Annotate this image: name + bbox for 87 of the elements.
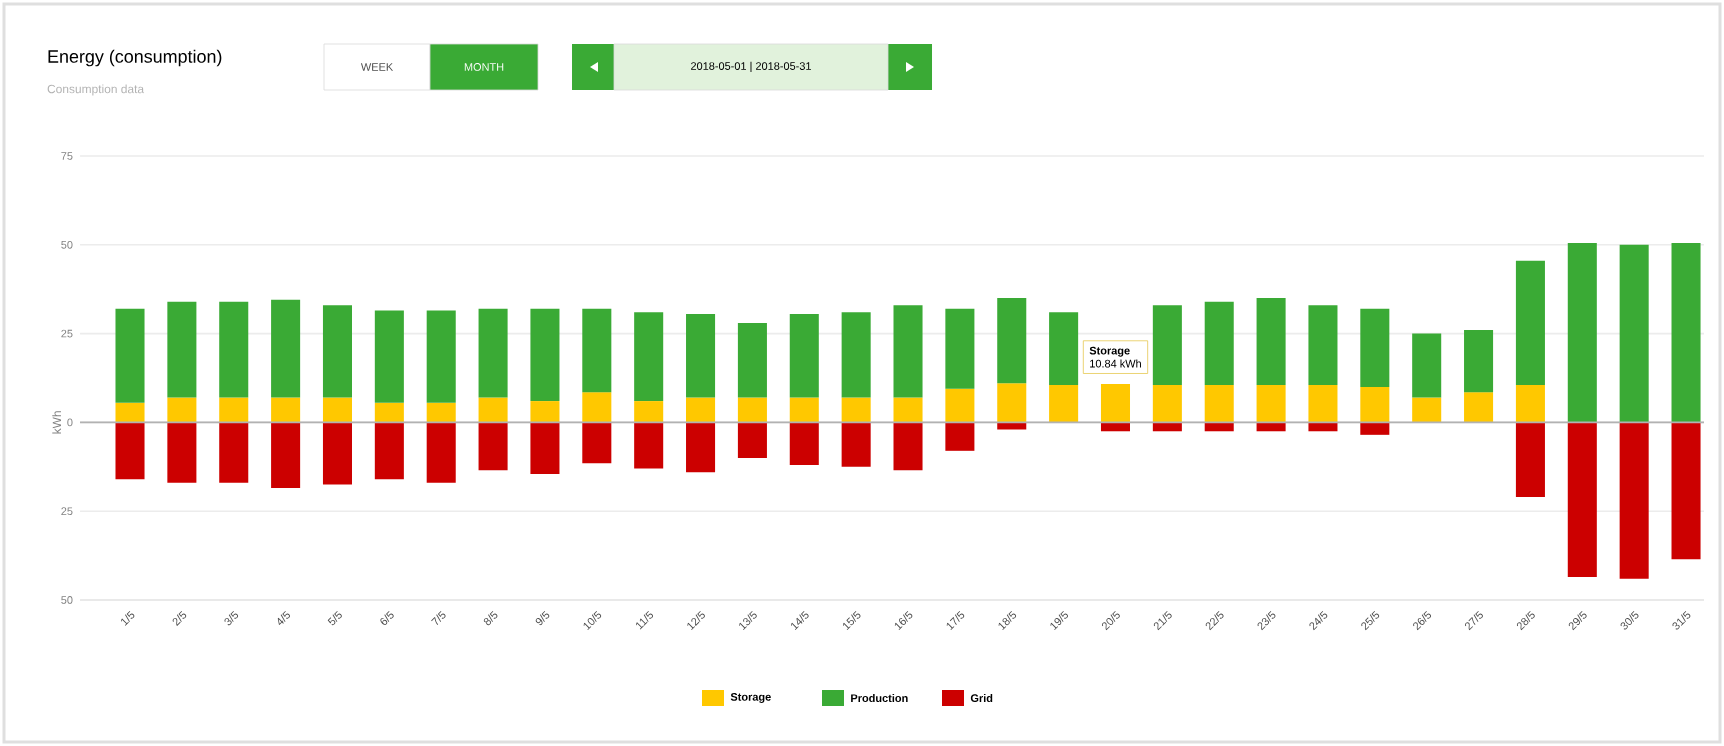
bar — [1360, 308, 1390, 387]
bar — [374, 422, 404, 480]
bar — [115, 402, 145, 423]
bar — [1412, 397, 1442, 423]
bar — [789, 314, 819, 398]
bar — [737, 322, 767, 398]
bar — [634, 312, 664, 402]
bar — [1671, 243, 1701, 423]
bar — [530, 422, 560, 474]
bar — [1412, 333, 1442, 398]
bar — [686, 314, 716, 398]
bar — [1464, 330, 1494, 393]
bar — [945, 422, 975, 451]
bar — [1256, 298, 1286, 386]
bar — [1464, 392, 1494, 423]
bar — [1515, 422, 1545, 497]
bar — [789, 422, 819, 466]
bar — [1100, 383, 1131, 423]
bar — [841, 397, 871, 423]
bar — [582, 308, 612, 393]
bar — [478, 422, 508, 471]
bar — [322, 305, 352, 398]
bar — [374, 402, 404, 423]
bar — [1100, 422, 1131, 432]
bar — [1515, 260, 1545, 386]
bar — [1152, 422, 1182, 432]
bar — [789, 397, 819, 423]
bar — [1204, 301, 1234, 386]
bar — [1567, 243, 1597, 423]
bar — [1049, 385, 1079, 423]
bar — [219, 422, 249, 483]
bar — [478, 397, 508, 423]
bar — [945, 308, 975, 389]
bar — [737, 397, 767, 423]
bar — [686, 422, 716, 473]
bar — [737, 422, 767, 458]
bar — [1671, 422, 1701, 560]
bar — [1308, 305, 1338, 386]
bar — [997, 422, 1027, 430]
bar — [997, 383, 1027, 423]
bar — [530, 401, 560, 423]
bar — [582, 392, 612, 423]
bar — [115, 308, 145, 403]
bar — [1256, 385, 1286, 423]
bar — [1152, 385, 1182, 423]
bar — [1360, 386, 1390, 423]
chart-title: Energy (consumption) — [48, 49, 222, 67]
bar — [167, 301, 197, 398]
bar — [841, 312, 871, 398]
bar — [1619, 422, 1649, 579]
bar — [530, 308, 560, 402]
bar — [945, 388, 975, 423]
bar — [167, 397, 197, 423]
bar — [219, 301, 249, 398]
bar — [426, 310, 456, 403]
bar — [478, 308, 508, 398]
bar — [1049, 312, 1079, 386]
bar — [219, 397, 249, 423]
bar — [426, 402, 456, 423]
bar — [1152, 305, 1182, 386]
bar — [1308, 422, 1338, 432]
bar — [1515, 385, 1545, 423]
bar — [634, 422, 664, 469]
bar — [1256, 422, 1286, 432]
bar — [271, 397, 301, 423]
bar — [115, 422, 145, 480]
bar — [893, 397, 923, 423]
bar — [841, 422, 871, 467]
bar — [374, 310, 404, 403]
bar — [634, 401, 664, 423]
bar — [893, 305, 923, 398]
bar — [893, 422, 923, 471]
bar — [997, 298, 1027, 384]
bar — [1360, 422, 1390, 435]
bar — [271, 422, 301, 489]
bar — [322, 397, 352, 423]
bar — [686, 397, 716, 423]
bar — [426, 422, 456, 483]
bar — [1204, 422, 1234, 432]
bar — [1619, 244, 1649, 423]
bar — [1308, 385, 1338, 423]
bar — [1204, 385, 1234, 423]
bar — [271, 299, 301, 398]
bar — [582, 422, 612, 464]
bar — [167, 422, 197, 483]
bar — [322, 422, 352, 485]
bar — [1567, 422, 1597, 577]
